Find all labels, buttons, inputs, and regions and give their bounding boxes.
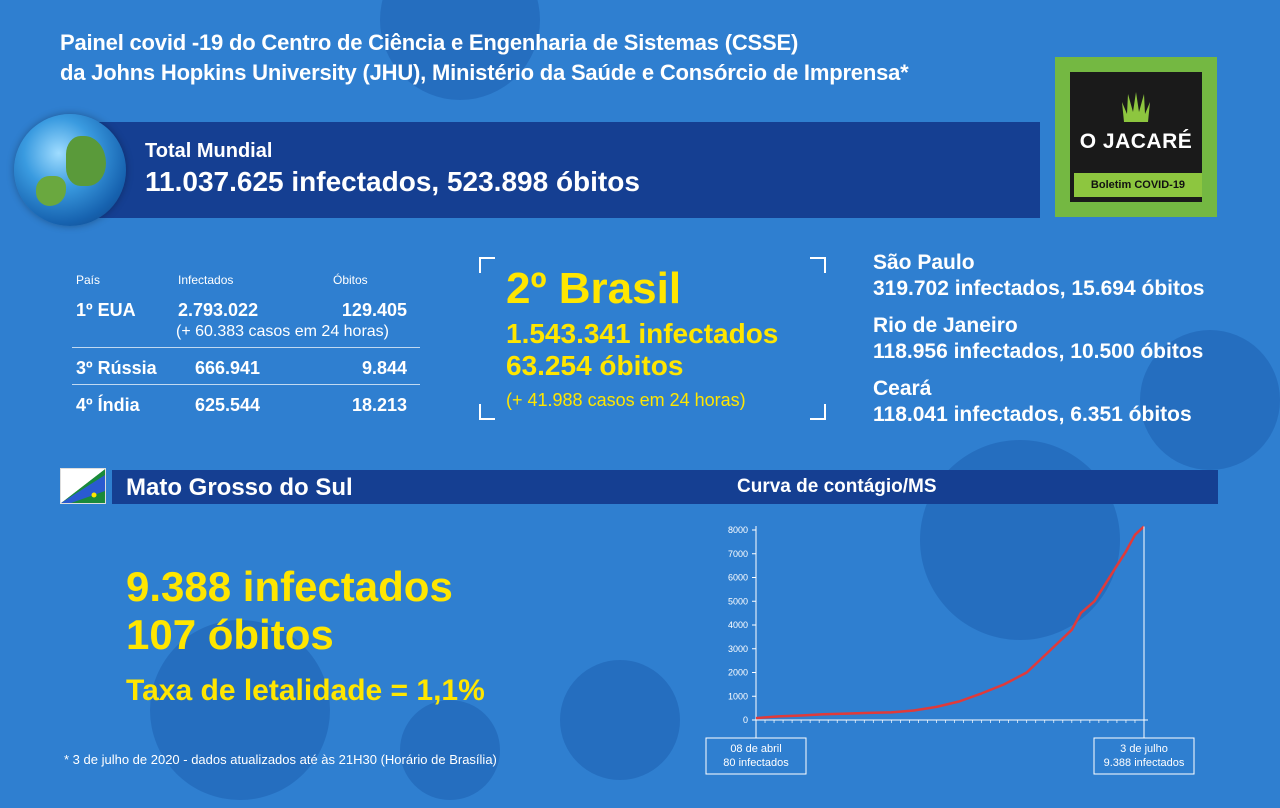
table-header-infected: Infectados (178, 273, 234, 287)
y-tick-label: 7000 (728, 549, 748, 559)
world-total-label: Total Mundial (145, 140, 273, 162)
y-tick-label: 2000 (728, 668, 748, 678)
table-divider (72, 347, 420, 348)
end-label-text: 9.388 infectados (1104, 757, 1185, 769)
table-divider (72, 384, 420, 385)
world-total-bar (70, 122, 1040, 218)
brazil-infected: 1.543.341 infectados (506, 318, 779, 349)
end-label-text: 3 de julho (1120, 743, 1168, 755)
jacare-hand-icon (1122, 92, 1150, 122)
state-name: Ceará (873, 377, 932, 400)
state-name: Rio de Janeiro (873, 314, 1018, 337)
state-stats: 118.041 infectados, 6.351 óbitos (873, 403, 1192, 426)
y-tick-label: 1000 (728, 691, 748, 701)
ms-section-bar (112, 470, 1218, 504)
series-line (755, 525, 1145, 720)
country-deaths: 129.405 (341, 300, 407, 320)
contagion-curve-chart: 0 1000 2000 3000 4000 5000 6000 7000 8000 08 de a… (705, 525, 1195, 775)
y-tick-label: 5000 (728, 596, 748, 606)
ms-title: Mato Grosso do Sul (126, 474, 353, 501)
background-virus-shape (150, 620, 330, 800)
state-stats: 118.956 infectados, 10.500 óbitos (873, 340, 1204, 363)
table-header-country: País (76, 273, 101, 287)
brazil-note: (+ 41.988 casos em 24 horas) (506, 390, 746, 410)
y-tick-label: 0 (743, 715, 748, 725)
country-name: 4º Índia (76, 395, 140, 415)
world-total-numbers: 11.037.625 infectados, 523.898 óbitos (145, 166, 640, 197)
country-name: 1º EUA (76, 300, 136, 320)
country-deaths: 18.213 (351, 395, 407, 415)
state-name: São Paulo (873, 251, 975, 274)
y-tick-label: 4000 (728, 620, 748, 630)
ms-flag-icon (60, 468, 106, 504)
brazil-title: 2º Brasil (506, 264, 682, 313)
table-header-deaths: Óbitos (333, 273, 368, 287)
chart-title: Curva de contágio/MS (737, 476, 937, 497)
globe-icon (14, 114, 126, 226)
background-virus-shape (400, 700, 500, 800)
country-deaths: 9.844 (361, 358, 407, 378)
start-label-text: 08 de abril (730, 743, 781, 755)
y-tick-label: 6000 (728, 573, 748, 583)
country-infected: 2.793.022 (178, 300, 259, 320)
header-line-2: da Johns Hopkins University (JHU), Minis… (60, 60, 909, 85)
ms-deaths: 107 óbitos (126, 611, 334, 658)
header-line-1: Painel covid -19 do Centro de Ciência e … (60, 30, 799, 55)
country-name: 3º Rússia (76, 358, 157, 378)
end-label-box (1093, 737, 1195, 775)
bracket-corner (479, 257, 495, 273)
bracket-corner (810, 404, 826, 420)
country-infected: 666.941 (195, 358, 261, 378)
bracket-corner (479, 404, 495, 420)
bracket-corner (810, 257, 826, 273)
background-virus-shape (1140, 330, 1280, 470)
start-label-text: 80 infectados (723, 757, 789, 769)
ms-infected: 9.388 infectados (126, 563, 453, 610)
logo-strip: Boletim COVID-19 (1074, 173, 1202, 197)
y-tick-label: 3000 (728, 644, 748, 654)
country-infected: 625.544 (195, 395, 261, 415)
y-tick-label: 8000 (728, 525, 748, 535)
background-virus-shape (560, 660, 680, 780)
footnote: * 3 de julho de 2020 - dados atualizados… (64, 752, 497, 767)
state-stats: 319.702 infectados, 15.694 óbitos (873, 277, 1205, 300)
start-label-box (705, 737, 807, 775)
country-note: (+ 60.383 casos em 24 horas) (176, 323, 390, 340)
brazil-deaths: 63.254 óbitos (506, 350, 684, 381)
ms-lethality: Taxa de letalidade = 1,1% (126, 674, 485, 707)
logo-title: O JACARÉ (1079, 130, 1193, 153)
